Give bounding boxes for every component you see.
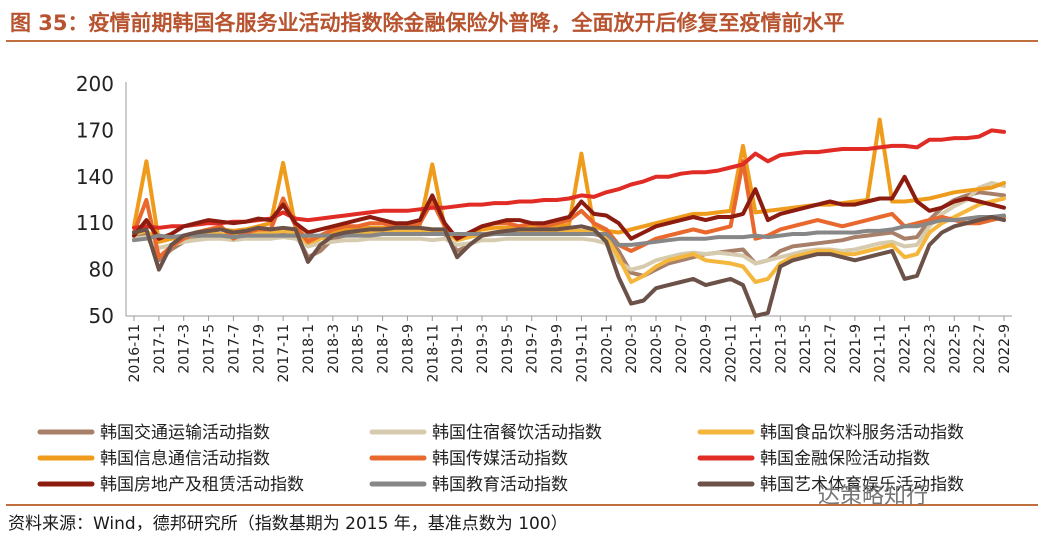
y-tick-label: 110 [76,211,114,235]
x-tick-label: 2020-5 [649,324,665,374]
legend-label: 韩国信息通信活动指数 [100,449,270,469]
x-tick-label: 2021-11 [873,324,889,383]
x-tick-label: 2020-3 [624,324,640,374]
x-tick-label: 2019-1 [450,324,466,374]
x-tick-label: 2019-9 [550,324,566,374]
x-tick-label: 2018-7 [376,324,392,374]
x-tick-label: 2022-5 [947,324,963,374]
x-tick-label: 2019-3 [475,324,491,374]
source-divider [6,504,1038,506]
x-tick-label: 2019-5 [500,324,516,374]
series-line [132,181,1006,272]
legend-label: 韩国交通运输活动指数 [100,423,270,443]
x-tick-label: 2018-5 [351,324,367,374]
x-tick-label: 2017-5 [202,324,218,374]
chart-title: 图 35：疫情前期韩国各服务业活动指数除金融保险外普降，全面放开后修复至疫情前水… [10,11,845,35]
series-line [132,213,1006,247]
x-tick-label: 2017-1 [152,324,168,374]
x-tick-label: 2021-1 [748,324,764,374]
x-tick-label: 2017-11 [276,324,292,383]
x-tick-label: 2018-11 [425,324,441,383]
x-tick-label: 2022-1 [898,324,914,374]
x-tick-label: 2020-9 [699,324,715,374]
x-tick-label: 2022-9 [997,324,1013,374]
x-tick-label: 2020-1 [599,324,615,374]
y-axis-ticks: 50 80 110 140 170 200 [76,72,114,328]
series-line [132,174,1006,241]
x-tick-label: 2020-11 [724,324,740,383]
legend-label: 韩国传媒活动指数 [432,449,568,469]
legend-label: 韩国教育活动指数 [432,475,568,495]
series-line [132,117,1006,244]
x-axis-ticks: 2016-11 2017-1 2017-3 2017-5 2017-7 2017-9 201… [127,316,1013,383]
x-tick-label: 2021-5 [798,324,814,374]
x-tick-label: 2022-7 [972,324,988,374]
legend-label: 韩国房地产及租赁活动指数 [100,475,304,495]
x-tick-label: 2019-7 [525,324,541,374]
series-line [132,128,1006,230]
x-tick-label: 2021-3 [773,324,789,374]
x-tick-label: 2022-3 [922,324,938,374]
x-tick-label: 2017-9 [251,324,267,374]
y-tick-label: 200 [76,72,114,96]
legend-label: 韩国艺术体育娱乐活动指数 [760,475,964,495]
x-tick-label: 2021-7 [823,324,839,374]
x-tick-label: 2018-1 [301,324,317,374]
chart-legend: 韩国交通运输活动指数 韩国住宿餐饮活动指数 韩国食品饮料服务活动指数韩国信息通信活动… [37,423,964,495]
series-line [132,215,1006,318]
x-tick-label: 2017-3 [177,324,193,374]
y-tick-label: 170 [76,118,114,142]
line-chart: 50 80 110 140 170 200 2016-11 2017-1 2017-3 2017… [37,72,1013,495]
y-tick-label: 50 [89,304,114,328]
legend-label: 韩国住宿餐饮活动指数 [432,423,602,443]
x-tick-label: 2016-11 [127,324,143,383]
x-tick-label: 2020-7 [674,324,690,374]
legend-label: 韩国金融保险活动指数 [760,449,930,469]
title-divider [6,40,1038,42]
x-tick-label: 2021-9 [848,324,864,374]
y-tick-label: 80 [89,258,114,282]
series-line [132,196,1006,284]
series-lines [132,117,1006,318]
x-tick-label: 2019-11 [574,324,590,383]
watermark: 达策略知行 [818,484,929,509]
x-tick-label: 2018-9 [400,324,416,374]
source-note: 资料来源：Wind，德邦研究所（指数基期为 2015 年，基准点数为 100） [8,514,568,534]
chart-axes [125,82,1012,317]
x-tick-label: 2018-3 [326,324,342,374]
x-tick-label: 2017-7 [226,324,242,374]
legend-label: 韩国食品饮料服务活动指数 [760,423,964,443]
y-tick-label: 140 [76,165,114,189]
